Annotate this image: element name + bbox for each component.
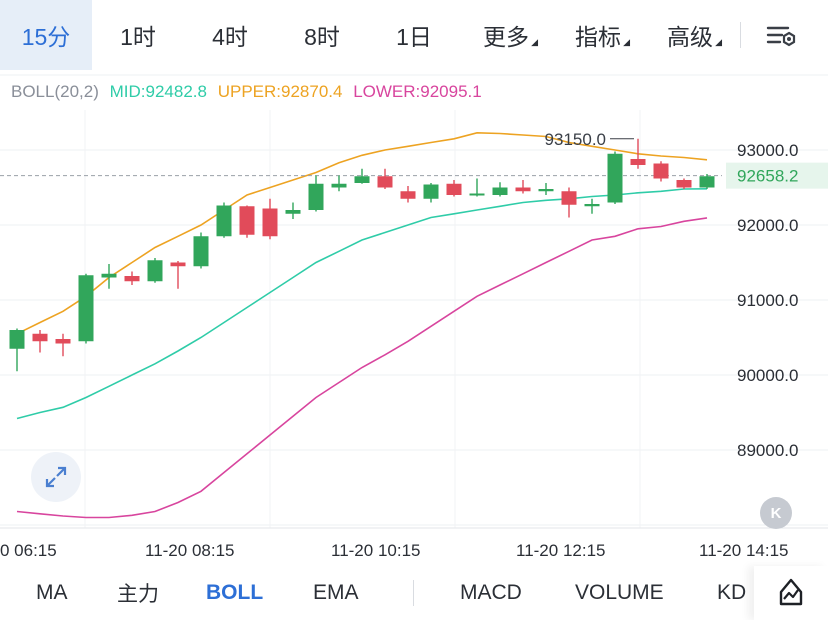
indicator-tab-macd[interactable]: MACD	[460, 566, 522, 620]
dropdown-triangle-icon: ◢	[715, 37, 722, 47]
candle-body	[377, 176, 393, 188]
candle-body	[653, 163, 669, 179]
indicator-tab-boll[interactable]: BOLL	[206, 566, 263, 620]
dropdown-triangle-icon: ◢	[623, 37, 630, 47]
candle-body	[676, 180, 692, 188]
draw-tool-button[interactable]	[754, 566, 828, 620]
candle-body	[285, 210, 301, 214]
candle-body	[561, 191, 577, 205]
candle-body	[262, 208, 278, 237]
expand-icon	[45, 466, 67, 488]
indicator-tab-kd-label: KD	[717, 581, 747, 604]
toolbar-divider	[740, 22, 741, 48]
chart-settings-icon[interactable]	[766, 22, 798, 50]
tab-15m[interactable]: 15分	[0, 0, 92, 70]
candle-body	[515, 187, 531, 192]
tab-4h-label: 4时	[212, 24, 248, 50]
candle-body	[216, 205, 232, 237]
tab-advanced-label: 高级	[667, 24, 713, 50]
tab-indicators-label: 指标	[575, 24, 621, 50]
draw-tool-icon	[779, 578, 803, 606]
candle-body	[124, 276, 140, 282]
candle-body	[699, 176, 715, 188]
candle-body	[147, 260, 163, 282]
x-tick-label: 0 06:15	[0, 541, 57, 560]
boll-legend-mid: MID:92482.8	[109, 82, 207, 101]
boll-legend-upper: UPPER:92870.4	[217, 82, 343, 101]
y-tick-label: 90000.0	[737, 366, 798, 385]
indicator-tab-boll-label: BOLL	[206, 581, 264, 604]
y-tick-label: 92000.0	[737, 216, 798, 235]
tab-more-label: 更多	[483, 24, 529, 50]
tab-1d-label: 1日	[396, 24, 432, 50]
boll-legend-name: BOLL(20,2)	[11, 82, 99, 101]
tab-15m-label: 15分	[21, 24, 71, 50]
candle-body	[423, 184, 439, 199]
candle-body	[469, 193, 485, 196]
candle-body	[9, 330, 25, 349]
x-tick-label: 11-20 14:15	[699, 541, 788, 560]
tab-1h-label: 1时	[120, 24, 156, 50]
high-price-label: 93150.0	[545, 130, 606, 149]
timeframe-toolbar: 15分 1时 4时 8时 1日 更多 ◢ 指标 ◢ 高级 ◢	[0, 0, 828, 70]
candle-body	[492, 187, 508, 195]
candle-body	[331, 183, 347, 188]
expand-button[interactable]	[31, 452, 81, 502]
last-price-label: 92658.2	[737, 167, 798, 186]
candle-body	[584, 204, 600, 207]
x-tick-label: 11-20 12:15	[516, 541, 605, 560]
indicator-tab-main[interactable]: 主力	[117, 566, 159, 620]
mid-band-line	[16, 188, 708, 420]
candle-body	[101, 273, 117, 278]
boll-legend-lower: LOWER:92095.1	[353, 82, 482, 101]
candle-body	[239, 206, 255, 235]
y-tick-label: 91000.0	[737, 291, 798, 310]
tab-8h-label: 8时	[304, 24, 340, 50]
candle-body	[55, 339, 71, 344]
last-price-tag-bg	[726, 162, 828, 189]
candle-body	[354, 176, 370, 183]
indicator-tab-kd[interactable]: KD	[717, 566, 746, 620]
x-tick-label: 11-20 10:15	[331, 541, 420, 560]
candle-body	[446, 183, 462, 195]
indicator-tab-volume[interactable]: VOLUME	[575, 566, 664, 620]
indicator-tab-macd-label: MACD	[460, 581, 522, 604]
candle-body	[193, 236, 209, 267]
lower-band-line	[16, 217, 708, 519]
indicator-tab-ema[interactable]: EMA	[313, 566, 359, 620]
indicator-tab-main-label: 主力	[117, 583, 159, 606]
tab-1h[interactable]: 1时	[92, 0, 184, 70]
indicator-tab-ma-label: MA	[36, 581, 68, 604]
candle-body	[170, 262, 186, 267]
indicator-tab-volume-label: VOLUME	[575, 581, 664, 604]
tab-1d[interactable]: 1日	[368, 0, 460, 70]
indicator-toolbar: MA 主力 BOLL EMA MACD VOLUME KD	[0, 566, 828, 620]
indicator-divider	[413, 580, 414, 606]
candle-body	[32, 333, 48, 342]
candle-body	[78, 275, 94, 342]
tab-indicators[interactable]: 指标 ◢	[552, 0, 644, 70]
upper-band-line	[16, 131, 708, 335]
candle-body	[630, 159, 646, 165]
candle-body	[538, 189, 554, 192]
tab-advanced[interactable]: 高级 ◢	[644, 0, 736, 70]
candle-body	[400, 191, 416, 199]
x-tick-label: 11-20 08:15	[145, 541, 234, 560]
k-collapse-icon: K	[770, 504, 782, 522]
y-tick-label: 89000.0	[737, 441, 798, 460]
dropdown-triangle-icon: ◢	[531, 37, 538, 47]
candle-body	[607, 153, 623, 203]
candle-body	[308, 183, 324, 210]
y-tick-label: 93000.0	[737, 141, 798, 160]
boll-legend: BOLL(20,2) MID:92482.8 UPPER:92870.4 LOW…	[11, 82, 488, 102]
tab-4h[interactable]: 4时	[184, 0, 276, 70]
k-collapse-button[interactable]: K	[760, 497, 792, 529]
indicator-tab-ma[interactable]: MA	[36, 566, 68, 620]
candlestick-chart[interactable]: 93150.0 93000.0 92000.0 91000.0 90000.0 89000…	[0, 70, 828, 566]
indicator-tab-ema-label: EMA	[313, 581, 359, 604]
tab-8h[interactable]: 8时	[276, 0, 368, 70]
tab-more[interactable]: 更多 ◢	[460, 0, 552, 70]
